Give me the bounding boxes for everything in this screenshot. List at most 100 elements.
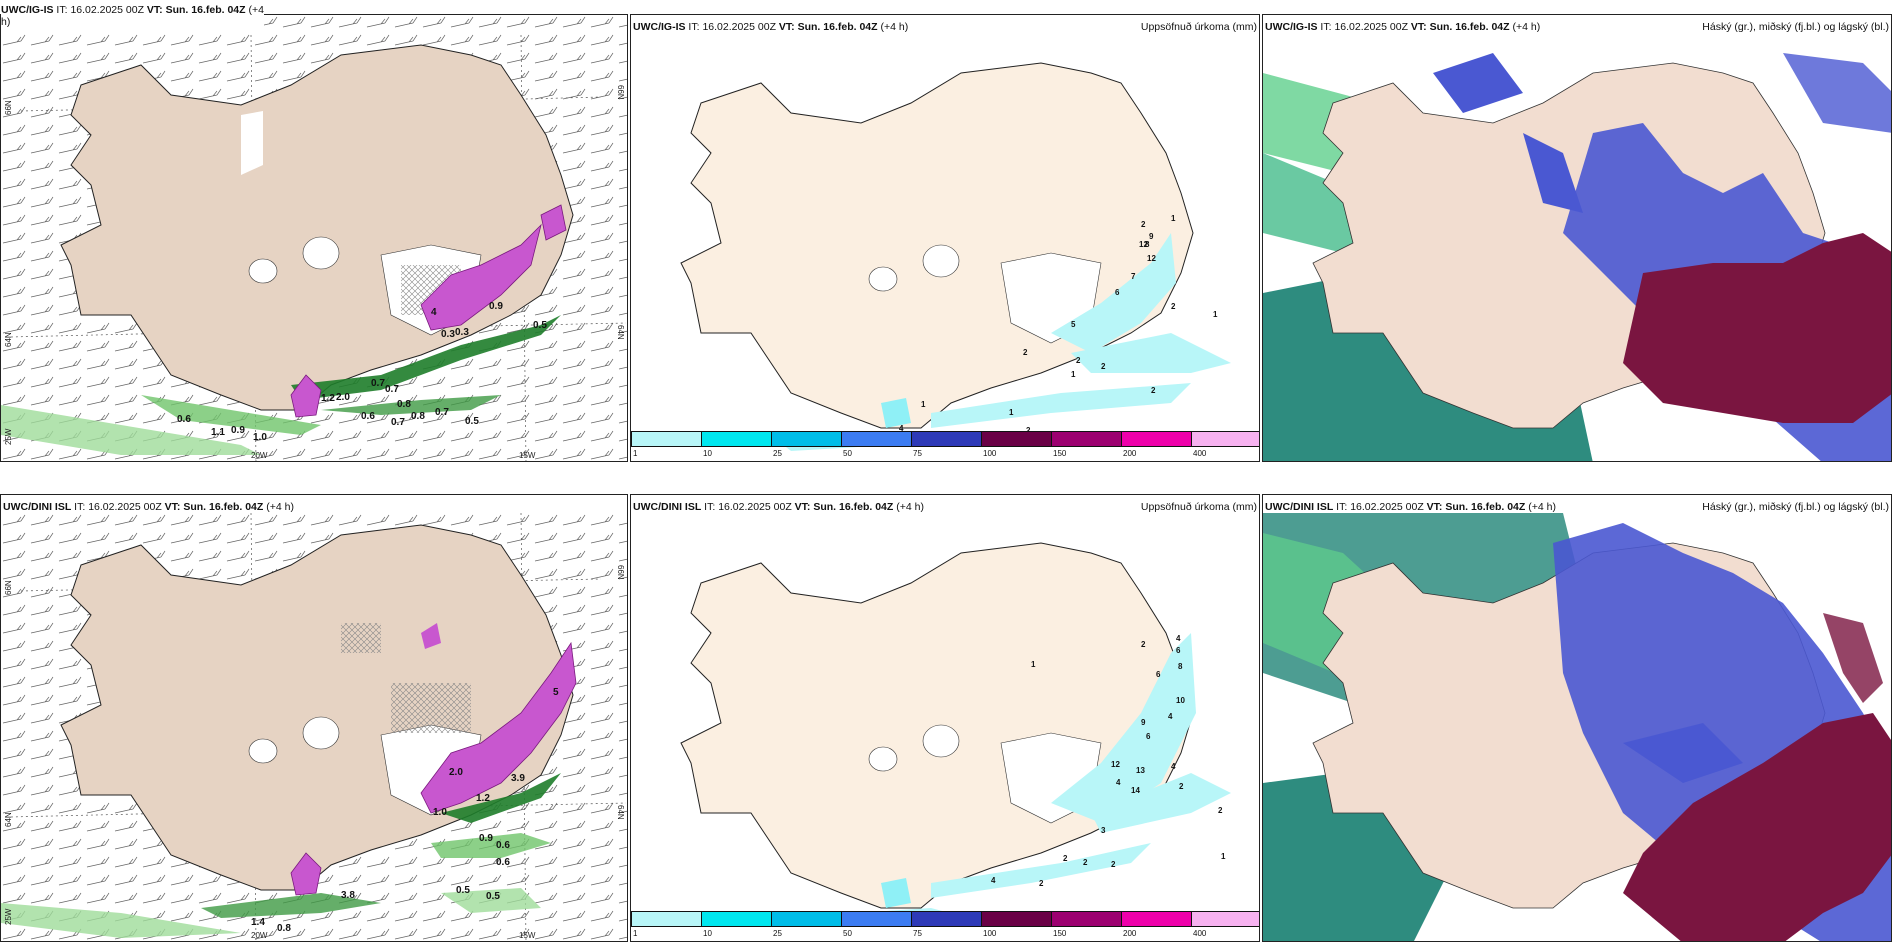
map-value-label: 0.7 [435, 407, 449, 418]
model-name: UWC/DINI ISL [633, 501, 702, 513]
panel-header-left-2: UWC/DINI ISL IT: 16.02.2025 00Z VT: Sun.… [3, 501, 294, 513]
legend-swatch [981, 911, 1052, 927]
map-value-label: 0.5 [533, 320, 547, 331]
legend-swatch [841, 431, 912, 447]
map-value-label: 1 [1031, 660, 1036, 669]
map-value-label: 2 [1141, 640, 1146, 649]
legend-tick: 150 [1053, 449, 1067, 458]
legend-swatch [771, 911, 842, 927]
precip-legend-2: 1 10 25 50 75 100 150 200 400 [631, 911, 1259, 938]
cloud-map-igis: UWC/IG-IS IT: 16.02.2025 00Z VT: Sun. 16… [1262, 14, 1892, 462]
it-value: 16.02.2025 00Z [88, 501, 162, 513]
legend-swatch [1121, 911, 1192, 927]
it-label: IT: [1320, 21, 1332, 33]
lat-label-64n-right: 64N [616, 805, 625, 820]
mid-title-1: Uppsöfnuð úrkoma (mm) [1140, 21, 1257, 33]
map-value-label: 2.0 [336, 392, 350, 403]
it-label: IT: [74, 501, 86, 513]
accum-precip-svg: 219812712621522212222214312 [680, 62, 1231, 451]
vt-value: Sun. 16.feb. 04Z [1445, 501, 1526, 513]
legend-swatch [1121, 431, 1192, 447]
map-value-label: 1 [1171, 214, 1176, 223]
map-value-label: 4 [431, 307, 437, 318]
map-value-label: 2 [1179, 782, 1184, 791]
map-value-label: 0.9 [489, 301, 503, 312]
legend-tick: 200 [1123, 929, 1137, 938]
wind-precip-map-svg: 0.50.70.70.80.8 0.70.60.7 0.50.60.91.01.10… [1, 15, 627, 461]
map-value-label: 8 [1178, 662, 1183, 671]
lead-time: (+4 h) [266, 501, 294, 513]
map-value-label: 0.8 [277, 923, 291, 934]
map-value-label: 0.5 [456, 885, 470, 896]
right-title-1: Háský (gr.), miðský (fj.bl.) og lágský (… [1702, 21, 1889, 33]
legend-swatch [771, 431, 842, 447]
accum-precip-map-dini: UWC/DINI ISL IT: 16.02.2025 00Z VT: Sun.… [630, 494, 1260, 942]
it-value: 16.02.2025 00Z [702, 21, 776, 33]
legend-tick: 75 [913, 449, 922, 458]
vt-label: VT: [794, 501, 811, 513]
legend-tick: 50 [843, 449, 852, 458]
vt-value: Sun. 16.feb. 04Z [183, 501, 264, 513]
legend-tick: 400 [1193, 449, 1207, 458]
map-value-label: 3 [1101, 826, 1106, 835]
model-name: UWC/DINI ISL [3, 501, 72, 513]
map-value-label: 0.8 [397, 399, 411, 410]
map-value-label: 0.5 [486, 891, 500, 902]
map-value-label: 2 [1171, 302, 1176, 311]
panel-header-right-2: UWC/DINI ISL IT: 16.02.2025 00Z VT: Sun.… [1265, 501, 1556, 513]
map-value-label: 4 [1116, 778, 1121, 787]
vt-label: VT: [164, 501, 181, 513]
map-value-label: 0.6 [177, 414, 191, 425]
map-value-label: 2 [1026, 426, 1031, 435]
lon-label-15w: 15W [519, 451, 536, 460]
lead-time: (+4 [248, 4, 264, 16]
lat-label-66n: 66N [4, 100, 13, 115]
legend-swatch [631, 911, 702, 927]
map-value-label: 9 [1149, 232, 1154, 241]
map-value-label: 2.0 [449, 767, 463, 778]
map-value-label: 4 [899, 424, 904, 433]
map-value-label: 2 [1141, 220, 1146, 229]
map-value-label: 1 [1071, 370, 1076, 379]
mid-title-2: Uppsöfnuð úrkoma (mm) [1140, 501, 1257, 513]
legend-swatch [911, 911, 982, 927]
legend-tick: 75 [913, 929, 922, 938]
model-name: UWC/IG-IS [1, 4, 54, 16]
lead-time: (+4 h) [1512, 21, 1541, 33]
map-value-label: 0.7 [385, 384, 399, 395]
map-value-label: 1.0 [433, 807, 447, 818]
it-value: 16.02.2025 00Z [718, 501, 792, 513]
lead-time: (+4 h) [880, 21, 909, 33]
legend-tick: 25 [773, 449, 782, 458]
lat-label-25w: 25W [4, 908, 13, 925]
map-value-label: 8 [1145, 240, 1150, 249]
legend-swatch [701, 911, 772, 927]
map-value-label: 9 [1141, 718, 1146, 727]
vt-value: Sun. 16.feb. 04Z [813, 501, 894, 513]
it-label: IT: [704, 501, 716, 513]
map-value-label: 2 [1039, 879, 1044, 888]
map-value-label: 1 [1009, 408, 1014, 417]
map-value-label: 1.0 [253, 432, 267, 443]
model-name: UWC/IG-IS [1265, 21, 1318, 33]
lead-time: (+4 h) [896, 501, 924, 513]
legend-swatch [841, 911, 912, 927]
map-value-label: 1 [1213, 310, 1218, 319]
map-value-label: 7 [1131, 272, 1136, 281]
legend-tick: 150 [1053, 929, 1067, 938]
map-value-label: 2 [1076, 356, 1081, 365]
lat-label-64n: 64N [4, 332, 13, 347]
legend-tick: 400 [1193, 929, 1207, 938]
legend-tick: 100 [983, 449, 997, 458]
lead-time-wrap: h) [1, 16, 11, 28]
panel-header-mid-1: UWC/IG-IS IT: 16.02.2025 00Z VT: Sun. 16… [633, 21, 908, 33]
map-value-label: 2 [1083, 858, 1088, 867]
lon-label-20w: 20W [251, 931, 268, 940]
map-value-label: 1.2 [321, 393, 335, 404]
legend-swatch [911, 431, 982, 447]
lat-label-66n: 66N [4, 580, 13, 595]
map-value-label: 6 [1176, 646, 1181, 655]
map-value-label: 0.6 [496, 840, 510, 851]
accum-precip-svg: 24686104964131441222322243112 [680, 542, 1231, 926]
map-value-label: 0.8 [411, 411, 425, 422]
